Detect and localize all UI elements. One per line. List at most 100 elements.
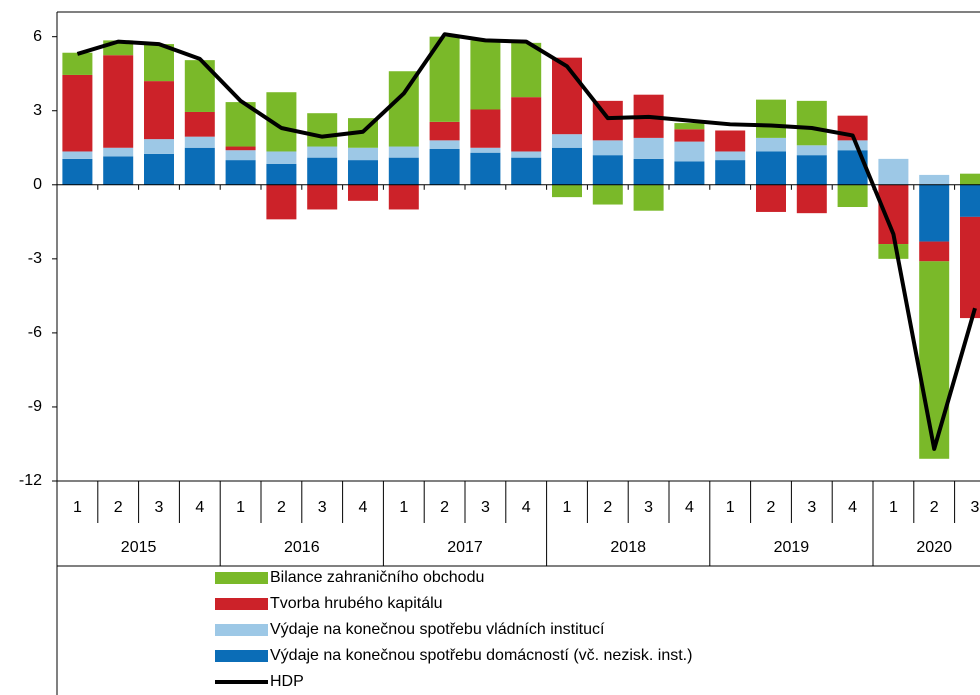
bar	[715, 160, 746, 185]
bar	[470, 152, 501, 185]
bar	[552, 184, 582, 198]
legend-label: Bilance zahraničního obchodu	[270, 569, 484, 586]
x-tick-label: 1	[73, 499, 82, 516]
group-label: 2020	[916, 539, 952, 556]
legend-label: HDP	[270, 673, 304, 690]
bar	[62, 151, 93, 159]
bar	[388, 71, 419, 147]
bar	[919, 261, 950, 459]
bar	[837, 140, 868, 151]
y-tick-label: -6	[28, 324, 42, 341]
y-tick-label: -9	[28, 398, 42, 415]
bar	[633, 158, 664, 185]
bar	[756, 99, 786, 138]
x-tick-label: 4	[685, 499, 694, 516]
bar	[429, 148, 460, 185]
x-tick-label: 2	[277, 499, 286, 516]
x-tick-label: 3	[481, 499, 490, 516]
bar	[756, 137, 786, 152]
line	[76, 32, 977, 451]
bar	[919, 184, 950, 242]
bar	[552, 134, 582, 148]
bar	[674, 161, 705, 185]
bar	[103, 156, 134, 185]
bar	[592, 155, 623, 185]
y-tick-label: 0	[33, 176, 42, 193]
bar	[307, 184, 338, 210]
bar	[144, 44, 174, 82]
bar	[633, 137, 664, 159]
x-tick-label: 2	[440, 499, 449, 516]
bar	[184, 147, 215, 185]
bar	[633, 184, 664, 211]
bar	[960, 173, 980, 185]
legend-swatch	[215, 624, 268, 636]
bar	[796, 184, 827, 214]
bar	[388, 146, 419, 158]
bar	[674, 129, 705, 142]
bar	[592, 184, 623, 205]
bar	[388, 184, 419, 210]
bar	[878, 158, 909, 185]
bar	[266, 163, 297, 185]
bar	[307, 157, 338, 185]
bar	[225, 146, 256, 151]
bar	[715, 151, 746, 161]
group-label: 2016	[284, 539, 320, 556]
bar	[919, 241, 950, 262]
bar	[225, 160, 256, 185]
bar	[266, 184, 297, 220]
bar	[388, 157, 419, 185]
bar	[62, 158, 93, 185]
bar	[552, 57, 582, 135]
bar	[266, 151, 297, 164]
bar	[511, 97, 542, 152]
group-label: 2019	[774, 539, 810, 556]
x-tick-label: 3	[155, 499, 164, 516]
bar	[307, 113, 338, 147]
legend-swatch	[215, 650, 268, 662]
group-label: 2018	[610, 539, 646, 556]
y-tick-label: 6	[33, 28, 42, 45]
bar	[62, 52, 93, 75]
bar	[62, 74, 93, 152]
bar	[960, 184, 980, 217]
bar	[348, 184, 378, 201]
x-tick-label: 4	[522, 499, 531, 516]
bar	[307, 146, 338, 158]
x-tick-label: 4	[359, 499, 368, 516]
x-tick-label: 1	[563, 499, 572, 516]
bar	[144, 139, 174, 154]
bar	[796, 155, 827, 185]
group-label: 2017	[447, 539, 483, 556]
x-tick-label: 4	[195, 499, 204, 516]
bar	[103, 55, 134, 148]
bar	[552, 147, 582, 185]
bar	[960, 216, 980, 319]
x-tick-label: 1	[236, 499, 245, 516]
bar	[470, 147, 501, 153]
bar	[184, 111, 215, 137]
x-tick-label: 2	[114, 499, 123, 516]
y-tick-label: -12	[19, 472, 42, 489]
bar	[511, 157, 542, 185]
bar	[919, 174, 950, 185]
x-tick-label: 1	[399, 499, 408, 516]
y-tick-label: -3	[28, 250, 42, 267]
legend-label: Výdaje na konečnou spotřebu domácností (…	[270, 647, 692, 664]
legend-box	[56, 565, 980, 695]
bar	[511, 151, 542, 158]
legend-label: Výdaje na konečnou spotřebu vládních ins…	[270, 621, 605, 638]
x-tick-label: 1	[726, 499, 735, 516]
bar	[225, 150, 256, 161]
bar	[348, 160, 378, 185]
bar	[592, 140, 623, 156]
bar	[756, 184, 786, 212]
bar	[348, 147, 378, 161]
x-tick-label: 2	[930, 499, 939, 516]
bar	[470, 40, 501, 110]
bar	[184, 136, 215, 148]
x-tick-label: 3	[644, 499, 653, 516]
x-tick-label: 3	[807, 499, 816, 516]
